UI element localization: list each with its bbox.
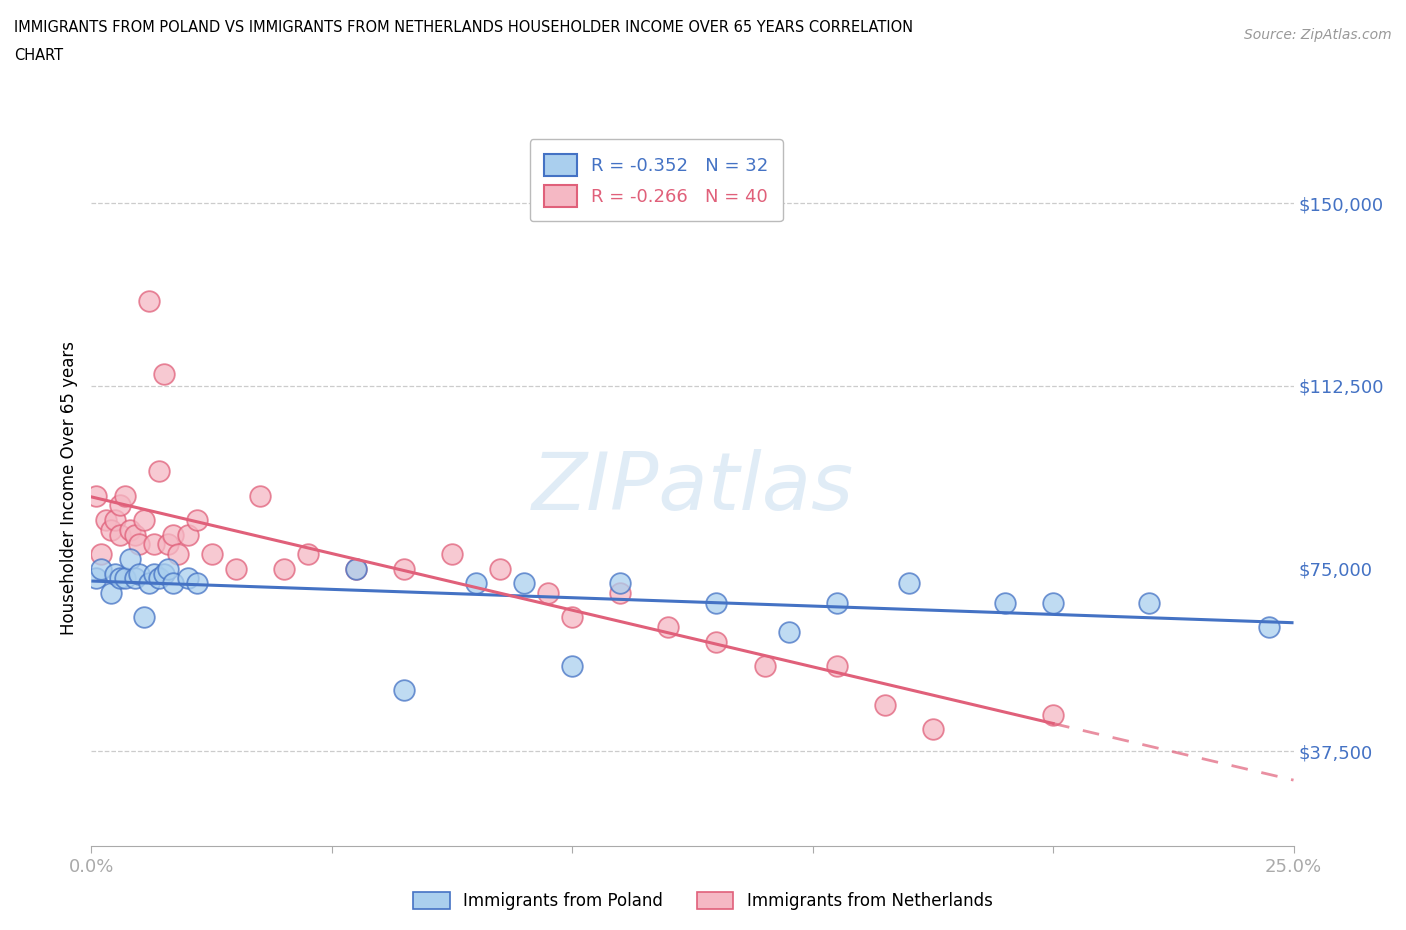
Point — [201, 547, 224, 562]
Point — [124, 527, 146, 542]
Point — [657, 619, 679, 634]
Point — [157, 561, 180, 576]
Point — [110, 571, 132, 586]
Point — [392, 561, 415, 576]
Point — [142, 566, 165, 581]
Point — [249, 488, 271, 503]
Point — [138, 576, 160, 591]
Point — [825, 658, 848, 673]
Point — [344, 561, 367, 576]
Point — [152, 366, 174, 381]
Point — [537, 586, 560, 601]
Point — [561, 610, 583, 625]
Point — [114, 571, 136, 586]
Point — [1042, 595, 1064, 610]
Point — [489, 561, 512, 576]
Point — [873, 698, 896, 712]
Point — [90, 547, 112, 562]
Point — [922, 722, 945, 737]
Point — [84, 571, 107, 586]
Point — [94, 512, 117, 527]
Point — [114, 488, 136, 503]
Point — [186, 576, 208, 591]
Point — [176, 571, 198, 586]
Point — [778, 625, 800, 640]
Point — [897, 576, 920, 591]
Point — [104, 512, 127, 527]
Point — [90, 561, 112, 576]
Point — [1042, 708, 1064, 723]
Point — [110, 498, 132, 512]
Text: IMMIGRANTS FROM POLAND VS IMMIGRANTS FROM NETHERLANDS HOUSEHOLDER INCOME OVER 65: IMMIGRANTS FROM POLAND VS IMMIGRANTS FRO… — [14, 20, 912, 35]
Point — [104, 566, 127, 581]
Point — [706, 634, 728, 649]
Point — [110, 527, 132, 542]
Point — [134, 512, 156, 527]
Point — [609, 576, 631, 591]
Y-axis label: Householder Income Over 65 years: Householder Income Over 65 years — [59, 341, 77, 635]
Point — [162, 576, 184, 591]
Point — [148, 571, 170, 586]
Point — [100, 586, 122, 601]
Legend: Immigrants from Poland, Immigrants from Netherlands: Immigrants from Poland, Immigrants from … — [406, 885, 1000, 917]
Point — [138, 293, 160, 308]
Point — [994, 595, 1017, 610]
Point — [142, 537, 165, 551]
Point — [706, 595, 728, 610]
Point — [609, 586, 631, 601]
Point — [157, 537, 180, 551]
Point — [440, 547, 463, 562]
Point — [118, 551, 141, 566]
Point — [465, 576, 488, 591]
Text: ZIPatlas: ZIPatlas — [531, 449, 853, 527]
Point — [128, 566, 150, 581]
Point — [176, 527, 198, 542]
Point — [100, 523, 122, 538]
Point — [134, 610, 156, 625]
Legend: R = -0.352   N = 32, R = -0.266   N = 40: R = -0.352 N = 32, R = -0.266 N = 40 — [530, 140, 783, 221]
Point — [561, 658, 583, 673]
Point — [186, 512, 208, 527]
Point — [167, 547, 190, 562]
Text: CHART: CHART — [14, 48, 63, 63]
Point — [84, 488, 107, 503]
Point — [124, 571, 146, 586]
Point — [513, 576, 536, 591]
Point — [297, 547, 319, 562]
Point — [162, 527, 184, 542]
Point — [225, 561, 247, 576]
Point — [273, 561, 295, 576]
Point — [152, 566, 174, 581]
Point — [148, 464, 170, 479]
Point — [754, 658, 776, 673]
Point — [1137, 595, 1160, 610]
Point — [1258, 619, 1281, 634]
Point — [825, 595, 848, 610]
Text: Source: ZipAtlas.com: Source: ZipAtlas.com — [1244, 28, 1392, 42]
Point — [344, 561, 367, 576]
Point — [128, 537, 150, 551]
Point — [392, 683, 415, 698]
Point — [118, 523, 141, 538]
